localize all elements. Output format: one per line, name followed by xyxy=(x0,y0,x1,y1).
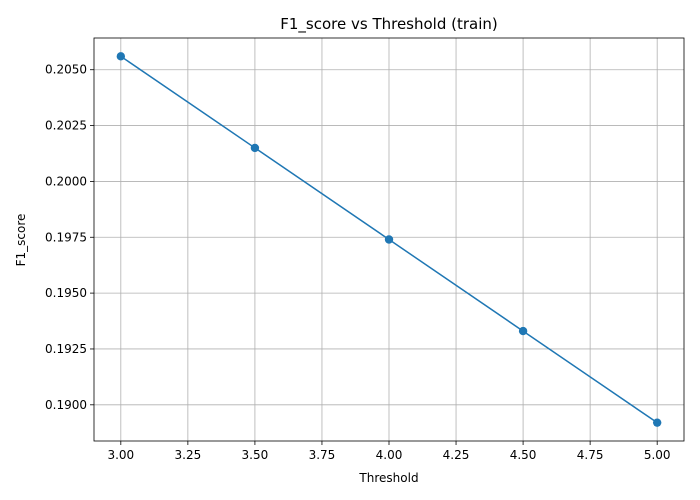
x-tick-label: 3.25 xyxy=(175,448,202,462)
data-series xyxy=(116,52,662,427)
y-tick-label: 0.2000 xyxy=(45,174,87,188)
x-axis-title: Threshold xyxy=(358,471,418,485)
x-tick-label: 4.25 xyxy=(443,448,470,462)
y-axis: 0.1900 0.1925 0.1950 0.1975 0.2000 0.2025 0.20… xyxy=(45,63,94,412)
data-point xyxy=(518,326,528,336)
x-tick-label: 3.50 xyxy=(242,448,269,462)
x-tick-label: 4.75 xyxy=(577,448,604,462)
chart-title: F1_score vs Threshold (train) xyxy=(280,15,498,34)
x-axis: 3.00 3.25 3.50 3.75 4.00 4.25 4.50 4.75 5.00 xyxy=(107,441,671,462)
x-tick-label: 4.50 xyxy=(510,448,537,462)
x-tick-label: 5.00 xyxy=(644,448,671,462)
y-tick-label: 0.1925 xyxy=(45,342,87,356)
y-tick-label: 0.2025 xyxy=(45,119,87,133)
data-point xyxy=(116,52,126,61)
x-tick-label: 3.00 xyxy=(107,448,134,462)
x-tick-label: 4.00 xyxy=(376,448,403,462)
y-tick-label: 0.1975 xyxy=(45,230,87,244)
y-tick-label: 0.2050 xyxy=(45,63,87,77)
y-axis-title: F1_score xyxy=(14,214,28,267)
x-tick-label: 3.75 xyxy=(309,448,336,462)
data-point xyxy=(384,235,394,244)
data-point xyxy=(652,418,662,427)
y-tick-label: 0.1950 xyxy=(45,286,87,300)
data-point xyxy=(250,143,260,153)
y-tick-label: 0.1900 xyxy=(45,398,87,412)
